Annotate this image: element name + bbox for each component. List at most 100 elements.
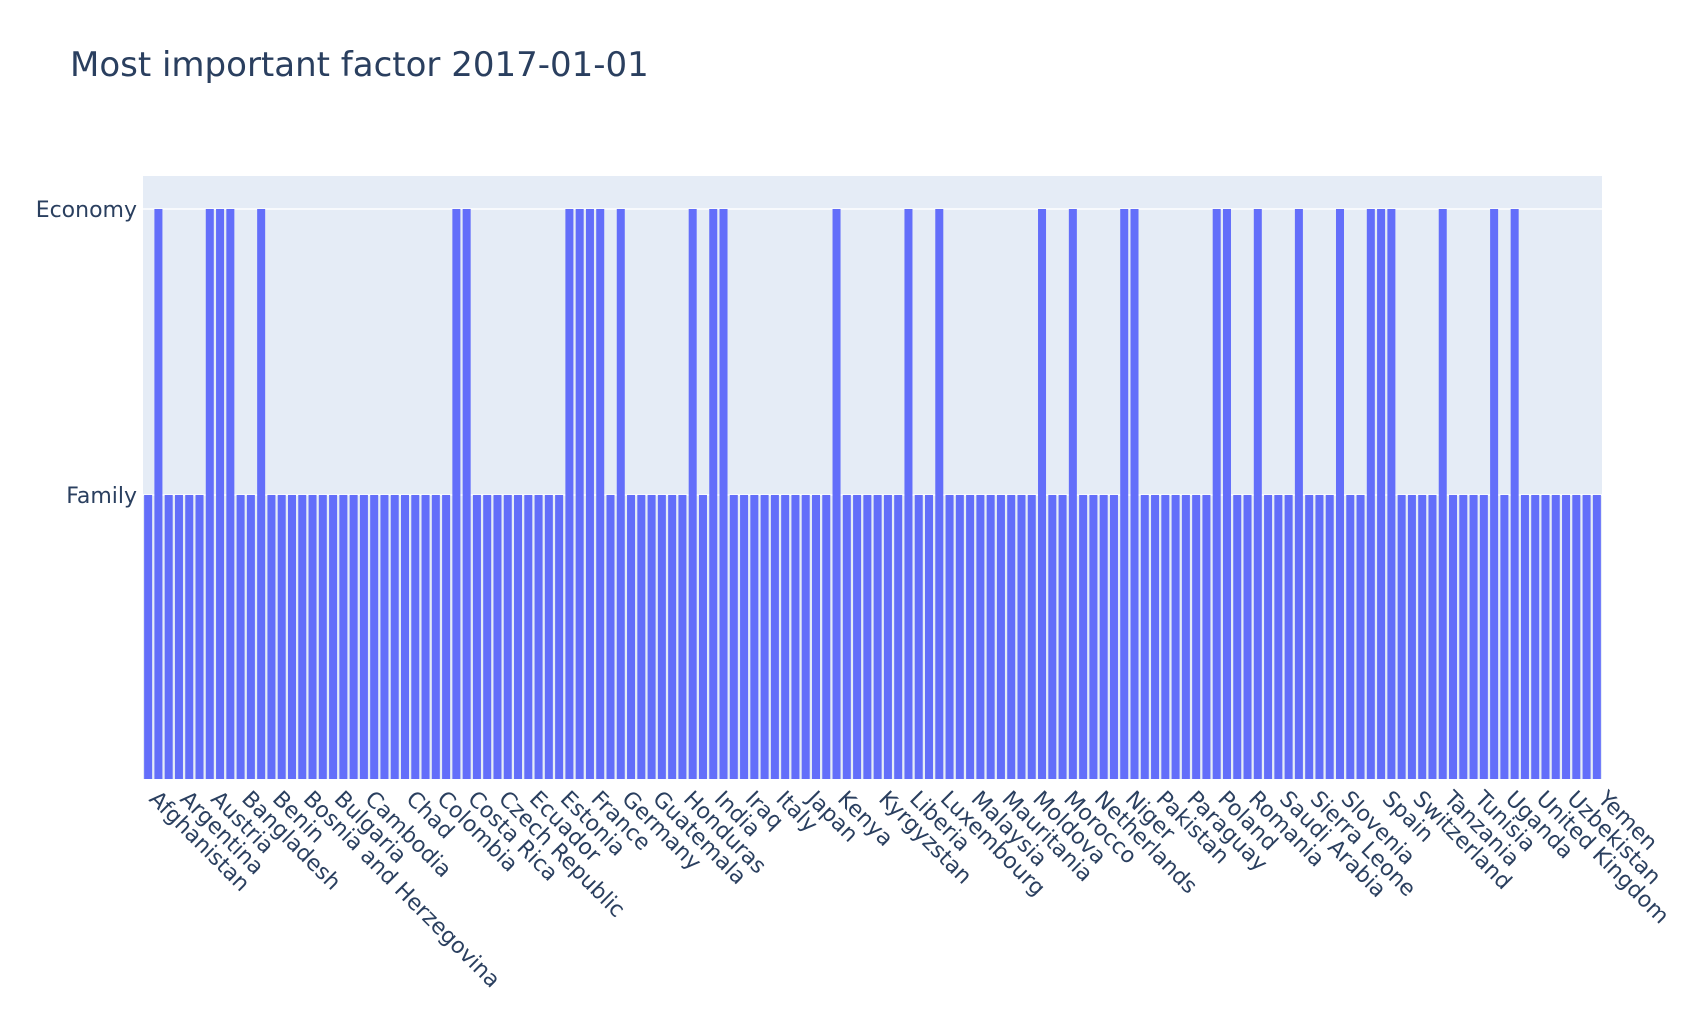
bar xyxy=(329,495,338,779)
y-tick-label: Family xyxy=(66,484,137,509)
bar xyxy=(154,209,163,779)
bar xyxy=(1551,495,1560,779)
bar xyxy=(616,209,625,779)
bar xyxy=(575,209,584,779)
bar xyxy=(431,495,440,779)
bar xyxy=(1089,495,1098,779)
bar xyxy=(791,495,800,779)
bar xyxy=(246,495,255,779)
bar xyxy=(647,495,656,779)
bar xyxy=(277,495,286,779)
bar xyxy=(1562,495,1571,779)
bar xyxy=(1541,495,1550,779)
bar xyxy=(1459,495,1468,779)
bar xyxy=(1438,209,1447,779)
bar xyxy=(267,495,276,779)
bar xyxy=(1243,495,1252,779)
bar xyxy=(1366,209,1375,779)
bar xyxy=(1079,495,1088,779)
bar xyxy=(1520,495,1529,779)
bar xyxy=(1428,495,1437,779)
bar xyxy=(955,495,964,779)
bar xyxy=(1161,495,1170,779)
x-axis-ticks: AfghanistanArgentinaAustriaBangladeshBen… xyxy=(144,785,1674,993)
bar xyxy=(493,495,502,779)
bar xyxy=(411,495,420,779)
bar xyxy=(781,495,790,779)
bar xyxy=(1531,495,1540,779)
bar xyxy=(596,209,605,779)
bar xyxy=(1151,495,1160,779)
bar xyxy=(1490,209,1499,779)
bar xyxy=(1582,495,1591,779)
bar xyxy=(1377,209,1386,779)
bar xyxy=(1346,495,1355,779)
bar xyxy=(811,495,820,779)
bar xyxy=(883,495,892,779)
bar xyxy=(1181,495,1190,779)
bar xyxy=(1335,209,1345,779)
bar xyxy=(740,495,749,779)
bar xyxy=(1120,209,1129,779)
bar xyxy=(1140,495,1149,779)
bar xyxy=(298,495,307,779)
bar xyxy=(1325,495,1334,779)
bar xyxy=(976,495,985,779)
bar xyxy=(514,495,523,779)
bar xyxy=(1294,209,1303,779)
bar xyxy=(544,495,553,779)
bar xyxy=(996,495,1005,779)
bar xyxy=(678,495,687,779)
bar xyxy=(801,495,810,779)
bar xyxy=(1397,495,1406,779)
bar xyxy=(1212,209,1221,779)
bar xyxy=(750,495,759,779)
bar xyxy=(894,495,903,779)
bar xyxy=(1500,495,1509,779)
bar xyxy=(287,495,296,779)
bar xyxy=(1479,495,1488,779)
bar xyxy=(729,495,738,779)
bar xyxy=(1284,495,1293,779)
bar xyxy=(400,495,410,779)
bar xyxy=(349,495,358,779)
bar xyxy=(1202,495,1211,779)
bar xyxy=(236,495,245,779)
bar xyxy=(657,495,666,779)
bar xyxy=(216,209,225,779)
bar xyxy=(339,495,348,779)
bar xyxy=(1305,495,1314,779)
bar xyxy=(226,209,235,779)
bar xyxy=(308,495,317,779)
bars xyxy=(144,209,1601,779)
bar xyxy=(627,495,636,779)
bar xyxy=(925,495,934,779)
bar xyxy=(1099,495,1108,779)
bar xyxy=(1233,495,1242,779)
bar xyxy=(1038,209,1047,779)
bar xyxy=(421,495,430,779)
bar xyxy=(822,495,831,779)
bar xyxy=(585,209,594,779)
bar xyxy=(1017,495,1026,779)
bar xyxy=(380,495,389,779)
bar xyxy=(174,495,183,779)
bar xyxy=(1572,495,1581,779)
bar xyxy=(1356,495,1365,779)
bar xyxy=(205,209,214,779)
bar xyxy=(1387,209,1396,779)
bar xyxy=(318,495,327,779)
bar xyxy=(1192,495,1201,779)
bar xyxy=(390,495,399,779)
bar xyxy=(1449,495,1458,779)
bar xyxy=(668,495,677,779)
bar xyxy=(698,495,707,779)
bar xyxy=(986,495,995,779)
bar xyxy=(524,495,533,779)
bar xyxy=(637,495,646,779)
bar xyxy=(1592,495,1601,779)
bar xyxy=(1418,495,1427,779)
bar xyxy=(709,209,718,779)
bar xyxy=(503,495,512,779)
